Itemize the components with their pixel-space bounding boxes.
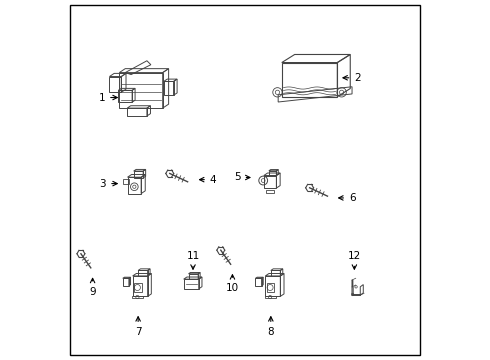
Text: 9: 9	[89, 278, 96, 297]
Text: 4: 4	[199, 175, 217, 185]
Bar	[123, 179, 129, 184]
Text: 2: 2	[343, 73, 361, 83]
Text: 1: 1	[98, 93, 117, 103]
Bar	[132, 296, 143, 298]
Text: 6: 6	[339, 193, 356, 203]
Bar	[267, 190, 274, 193]
Text: 8: 8	[268, 317, 274, 337]
Text: 10: 10	[226, 275, 239, 293]
Bar	[267, 283, 274, 292]
Text: 3: 3	[99, 179, 117, 189]
Bar	[265, 296, 275, 298]
Bar	[134, 283, 142, 292]
Text: 7: 7	[135, 317, 142, 337]
Text: 11: 11	[186, 251, 199, 269]
Text: 12: 12	[348, 251, 361, 269]
Text: 5: 5	[234, 172, 250, 183]
